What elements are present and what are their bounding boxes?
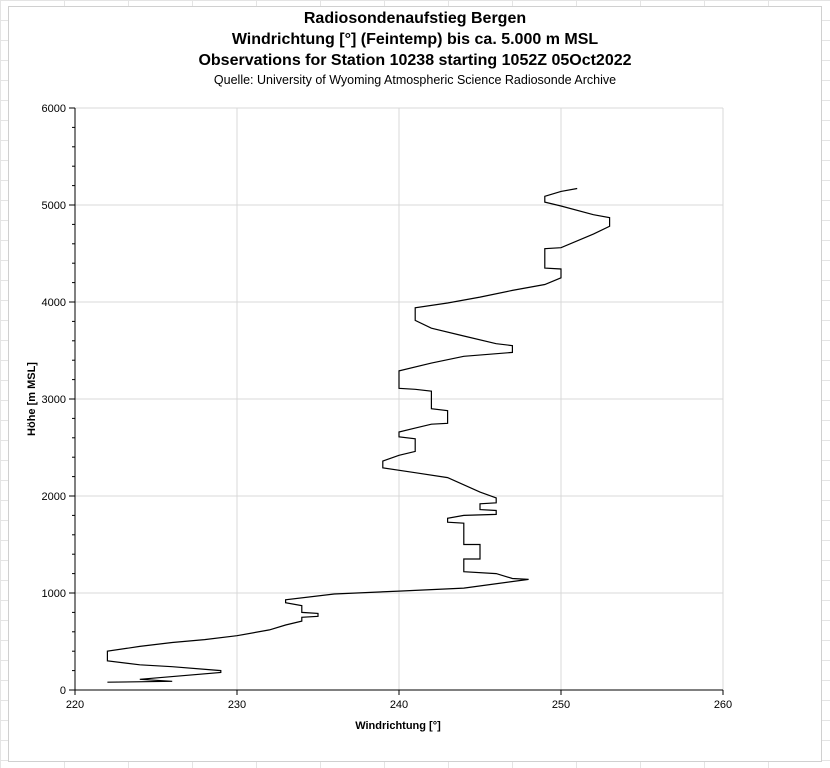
y-tick-label: 5000 bbox=[42, 200, 66, 212]
y-axis-title: Höhe [m MSL] bbox=[26, 362, 38, 436]
x-axis-title: Windrichtung [°] bbox=[355, 720, 441, 732]
axes bbox=[69, 107, 724, 695]
x-tick-label: 230 bbox=[228, 699, 246, 711]
chart-subtitle: Quelle: University of Wyoming Atmospheri… bbox=[213, 73, 617, 87]
chart-title-block: Radiosondenaufstieg Bergen Windrichtung … bbox=[0, 8, 830, 89]
x-tick-label: 220 bbox=[66, 699, 84, 711]
x-tick-label: 250 bbox=[552, 699, 570, 711]
series-line-wind-direction bbox=[106, 187, 611, 683]
chart-area[interactable] bbox=[8, 6, 822, 762]
chart-title-line-2: Windrichtung [°] (Feintemp) bis ca. 5.00… bbox=[231, 31, 599, 48]
y-tick-label: 0 bbox=[60, 685, 66, 697]
gridlines bbox=[75, 107, 724, 690]
y-tick-label: 6000 bbox=[42, 103, 66, 115]
x-tick-label: 240 bbox=[390, 699, 408, 711]
series-layer bbox=[106, 187, 611, 683]
chart-title-line-3: Observations for Station 10238 starting … bbox=[198, 52, 632, 69]
chart-title-line-1: Radiosondenaufstieg Bergen bbox=[303, 10, 527, 27]
y-tick-label: 2000 bbox=[42, 491, 66, 503]
y-tick-label: 1000 bbox=[42, 588, 66, 600]
y-tick-label: 4000 bbox=[42, 297, 66, 309]
x-tick-label: 260 bbox=[714, 699, 732, 711]
tick-labels: 0 1000 2000 3000 4000 5000 6000 220 230 240 250 260 bbox=[42, 103, 733, 711]
y-tick-label: 3000 bbox=[42, 394, 66, 406]
